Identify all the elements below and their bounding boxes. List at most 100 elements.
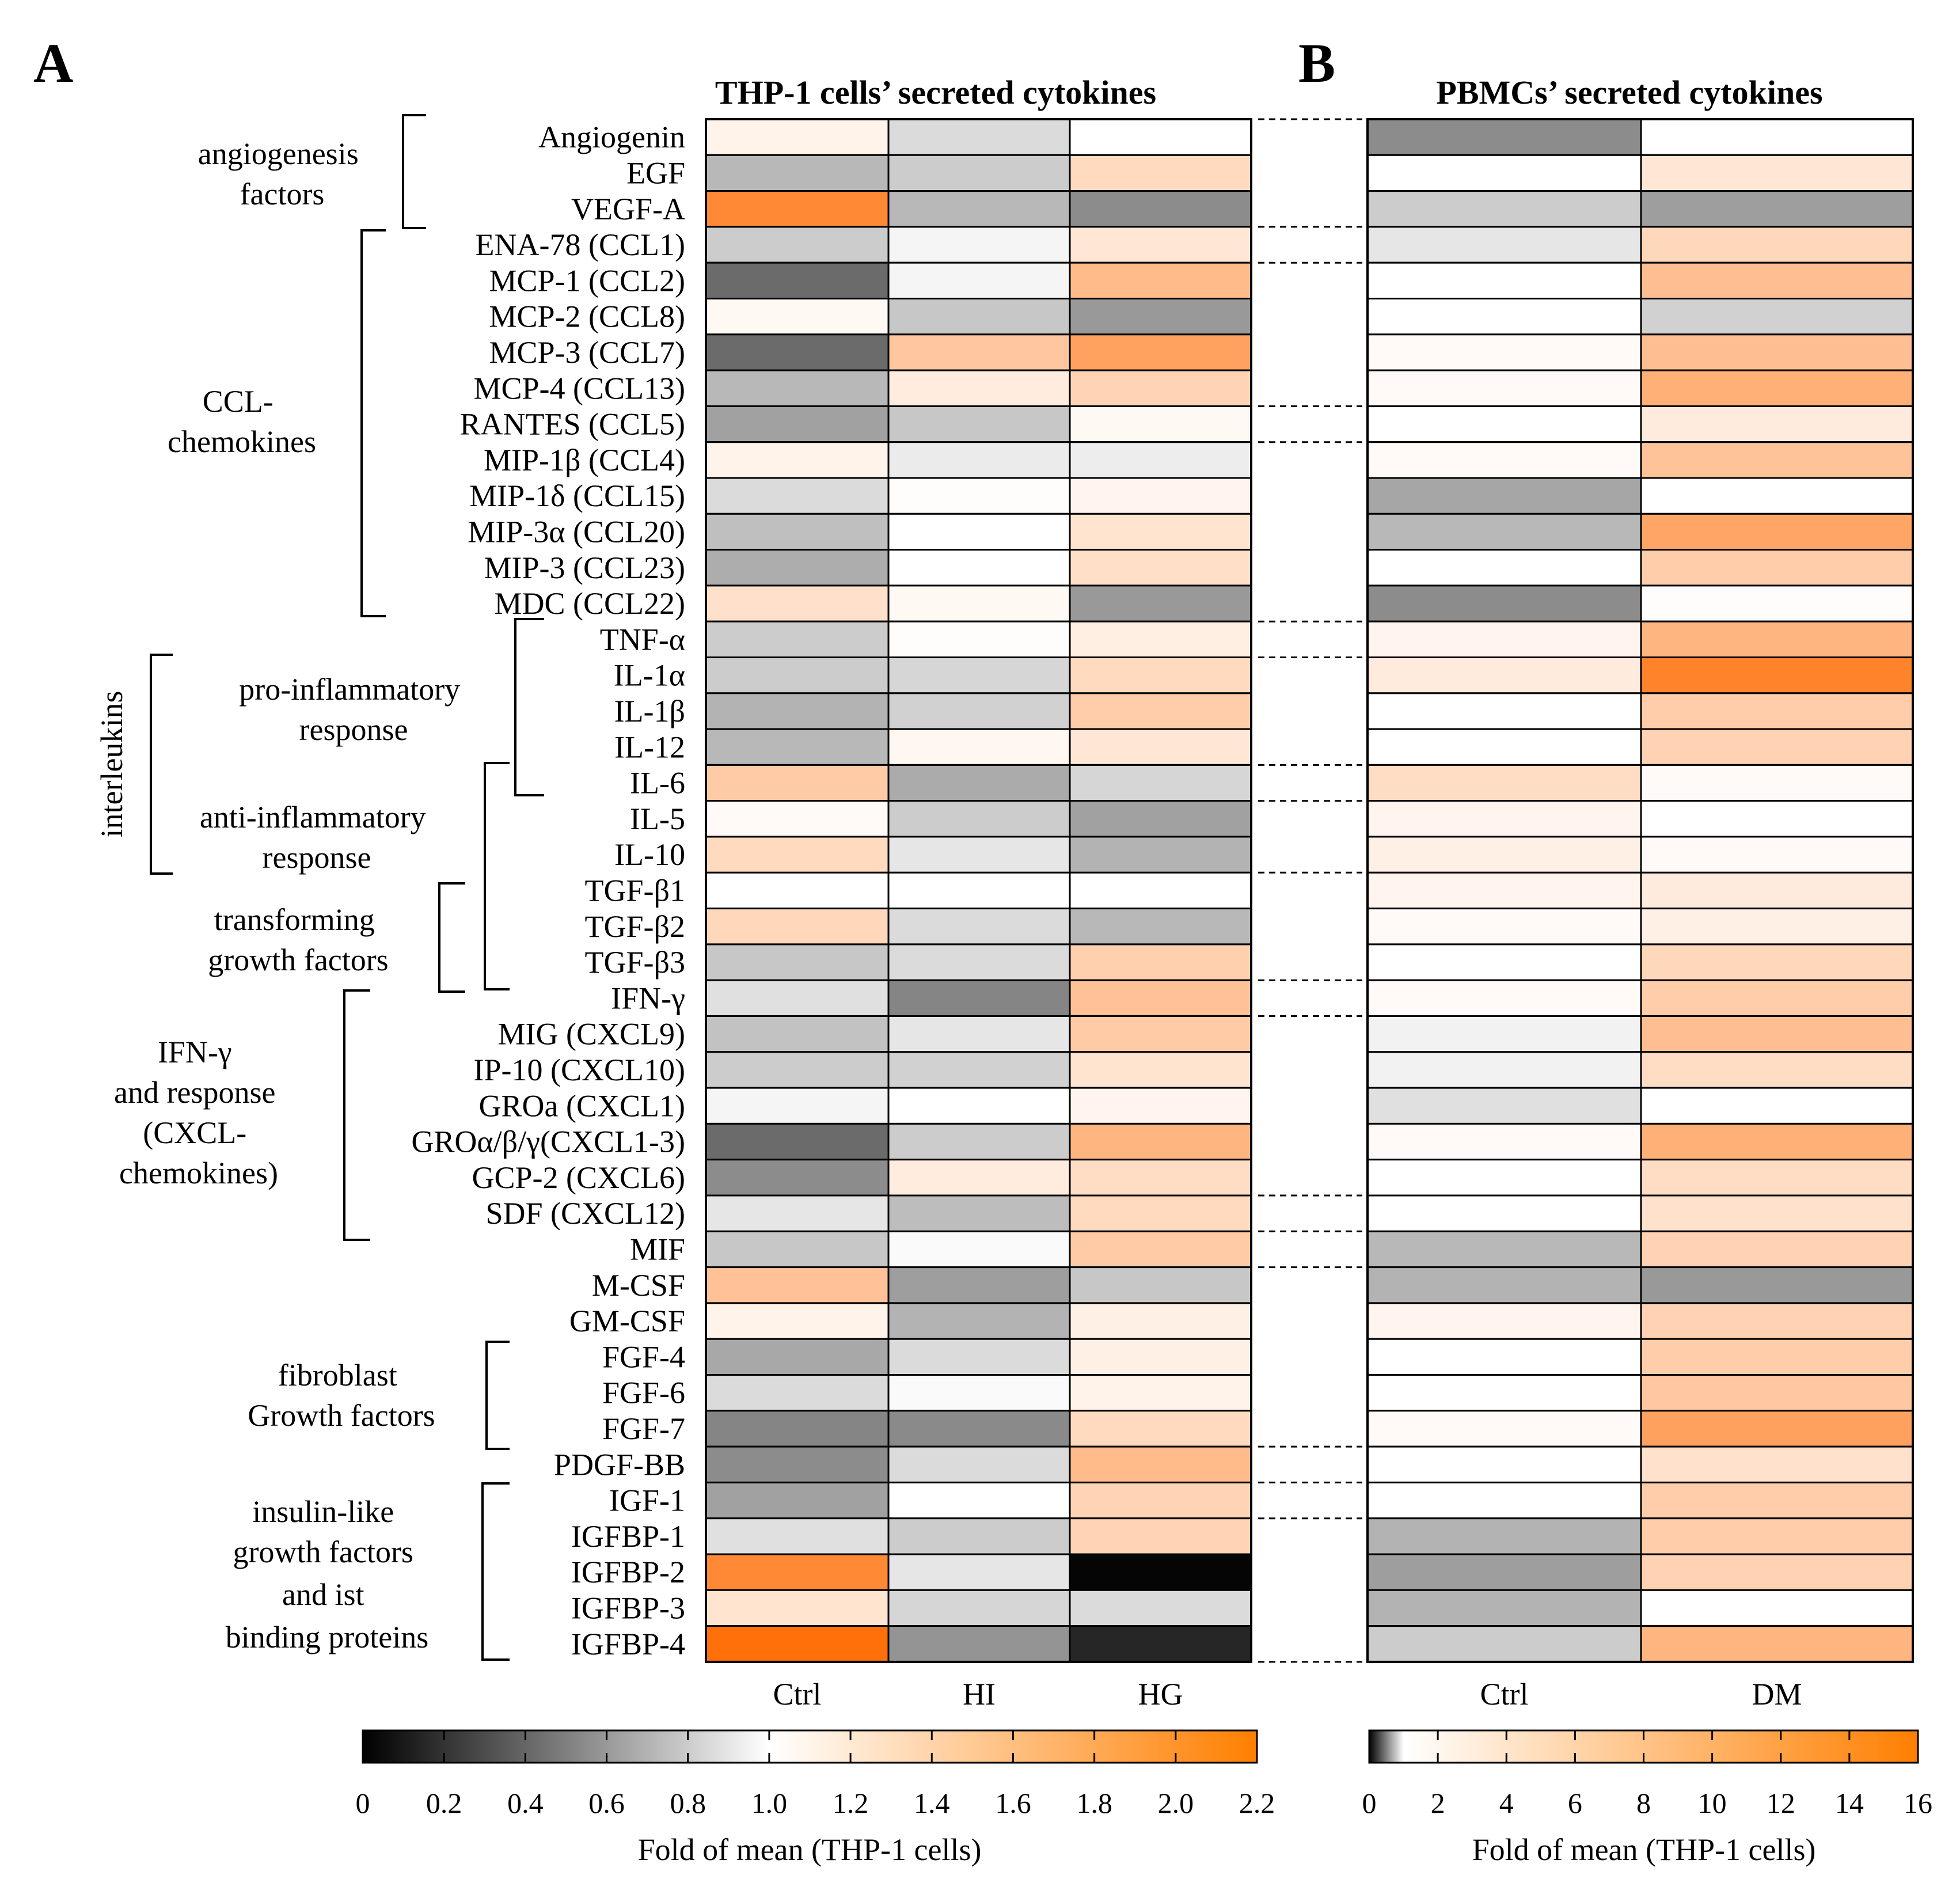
group-label-ifn: IFN-γ and response (CXCL- chemokines) — [114, 1035, 283, 1190]
heatmap-a-cell — [1069, 1481, 1252, 1520]
heatmap-a-cell — [705, 1445, 890, 1483]
heatmap-a-cell — [705, 1122, 890, 1161]
heatmap-b-cell — [1366, 154, 1642, 192]
heatmap-b-cell — [1366, 836, 1642, 874]
heatmap-a-cell — [887, 1517, 1071, 1555]
row-label: VEGF-A — [571, 192, 685, 226]
row-label: IFN-γ — [611, 981, 685, 1015]
heatmap-b-cell — [1640, 584, 1914, 623]
column-label: HG — [1138, 1677, 1183, 1711]
column-label: Ctrl — [1480, 1677, 1528, 1711]
heatmap-a-cell — [1069, 1159, 1252, 1197]
heatmap-a-cell — [887, 441, 1071, 479]
heatmap-a-cell — [887, 298, 1071, 336]
heatmap-b-cell — [1366, 477, 1642, 515]
row-label: FGF-6 — [602, 1376, 685, 1410]
row-label: IL-10 — [614, 837, 685, 872]
heatmap-a-cell — [705, 584, 890, 623]
group-line: (CXCL- — [143, 1115, 246, 1150]
colorbar-a-tick-label: 0.4 — [507, 1787, 544, 1819]
group-line: and response — [114, 1075, 275, 1110]
heatmap-a-cell — [887, 1553, 1071, 1591]
heatmap-b-cell — [1640, 1015, 1914, 1053]
colorbar-a-tick-label: 1.0 — [751, 1787, 788, 1819]
row-label: GCP-2 (CXCL6) — [472, 1160, 685, 1195]
heatmap-b-cell — [1640, 154, 1914, 192]
row-label: GM-CSF — [569, 1304, 685, 1338]
colorbar-a-tick-label: 0 — [356, 1787, 370, 1819]
heatmap-a-cell — [705, 405, 890, 443]
heatmap-a-cell — [887, 908, 1071, 946]
heatmap-a-cell — [887, 1266, 1071, 1304]
heatmap-a-cell — [1069, 692, 1252, 730]
heatmap-b-cell — [1640, 1481, 1914, 1520]
heatmap-b-cell — [1640, 620, 1914, 658]
heatmap-a-cell — [887, 226, 1071, 264]
colorbar-b-tick-label: 8 — [1636, 1787, 1651, 1819]
heatmap-b-cell — [1640, 1122, 1914, 1161]
heatmap-b-cell — [1366, 369, 1642, 407]
panel-a-letter: A — [33, 32, 73, 94]
row-label: MIP-3α (CCL20) — [468, 514, 685, 549]
colorbar-a-tick-label: 0.8 — [670, 1787, 706, 1819]
group-line: response — [263, 840, 371, 875]
panel-a-title: THP-1 cells’ secreted cytokines — [715, 74, 1156, 111]
bracket-anti-inflammatory — [484, 762, 510, 990]
row-label: IGFBP-1 — [571, 1519, 685, 1554]
heatmap-a-cell — [1069, 405, 1252, 443]
heatmap-a-cell — [887, 656, 1071, 694]
heatmap-a-cell — [887, 549, 1071, 587]
group-label-anti-inflammatory: anti-inflammatory response — [200, 800, 434, 875]
heatmap-b-cell — [1366, 1410, 1642, 1448]
heatmap-a-cell — [1069, 1410, 1252, 1448]
heatmap-b-cell — [1366, 620, 1642, 658]
heatmap-a-cell — [887, 1374, 1071, 1412]
heatmap-b-cell — [1640, 764, 1914, 802]
heatmap-a-cell — [887, 261, 1071, 300]
row-label: MIP-1β (CCL4) — [484, 443, 685, 477]
dashed-connectors — [1258, 118, 1362, 1663]
heatmap-b-cell — [1366, 405, 1642, 443]
heatmap-a-cell — [887, 1051, 1071, 1089]
heatmap-a-cell — [887, 405, 1071, 443]
heatmap-b — [1366, 118, 1914, 1663]
heatmap-a-cell — [705, 441, 890, 479]
row-label: EGF — [626, 155, 685, 190]
heatmap-b-cell — [1366, 1230, 1642, 1269]
row-label: MCP-1 (CCL2) — [489, 263, 685, 298]
colorbar-b-tick-label: 14 — [1835, 1787, 1864, 1819]
colorbar-b-tick-label: 12 — [1767, 1787, 1795, 1819]
heatmap-a-cell — [1069, 369, 1252, 407]
heatmap-b-cell — [1366, 1553, 1642, 1591]
heatmap-a-cell — [705, 692, 890, 730]
column-label: HI — [963, 1677, 996, 1711]
heatmap-a-cell — [705, 226, 890, 264]
bracket-ccl — [360, 229, 386, 617]
heatmap-a-cell — [887, 1625, 1071, 1663]
group-label-interleukins: interleukins — [94, 691, 129, 838]
row-label: GROa (CXCL1) — [479, 1088, 685, 1123]
heatmap-b-cell — [1640, 692, 1914, 730]
heatmap-a-cell — [1069, 190, 1252, 228]
heatmap-b-cell — [1640, 1159, 1914, 1197]
heatmap-a-cell — [887, 477, 1071, 515]
row-label: IL-1β — [614, 694, 685, 728]
heatmap-a-cell — [887, 1159, 1071, 1197]
heatmap-a-cell — [1069, 764, 1252, 802]
heatmap-b-cell — [1640, 908, 1914, 946]
heatmap-b-cell — [1640, 513, 1914, 551]
heatmap-b-cell — [1366, 656, 1642, 694]
colorbar-b-tick-label: 4 — [1499, 1787, 1514, 1819]
group-line: growth factors — [208, 943, 388, 977]
heatmap-b-cell — [1366, 1302, 1642, 1340]
heatmap-a-cell — [887, 154, 1071, 192]
row-label: IGFBP-3 — [571, 1591, 685, 1625]
heatmap-a-cell — [887, 1122, 1071, 1161]
heatmap-a-cell — [705, 943, 890, 981]
heatmap-b-cell — [1640, 477, 1914, 515]
heatmap-a-cell — [705, 908, 890, 946]
row-label: MDC (CCL22) — [494, 586, 685, 621]
colorbar-a-tick-label: 0.6 — [588, 1787, 625, 1819]
